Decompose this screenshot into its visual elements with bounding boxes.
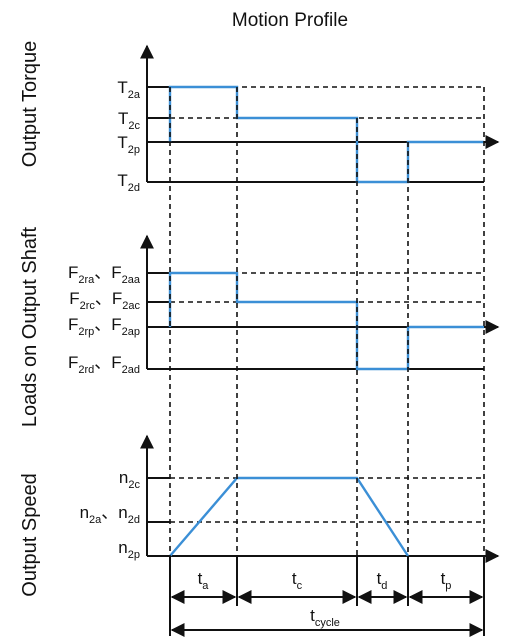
speed-level-label: n2c bbox=[119, 468, 141, 491]
torque-level-label: T2a bbox=[117, 78, 141, 101]
loads-axis-label: Loads on Output Shaft bbox=[19, 226, 41, 427]
phase-label-tp: tp bbox=[441, 569, 452, 592]
loads-level-label: F2rd、F2ad bbox=[68, 353, 140, 376]
speed-trace bbox=[169, 476, 410, 557]
torque-level-label: T2c bbox=[118, 109, 141, 132]
torque-trace bbox=[168, 85, 484, 184]
phase-boundaries bbox=[169, 87, 485, 636]
speed-level-label: n2a、n2d bbox=[80, 503, 140, 526]
loads-trace bbox=[168, 271, 484, 371]
phase-dimensions: ta tc td tp tcycle bbox=[170, 569, 484, 637]
torque-axis-label: Output Torque bbox=[19, 41, 41, 167]
speed-panel: n2c n2a、n2d n2p bbox=[80, 434, 500, 563]
loads-level-label: F2ra、F2aa bbox=[68, 263, 141, 286]
phase-label-ta: ta bbox=[198, 569, 210, 592]
loads-level-label: F2rc、F2ac bbox=[69, 289, 140, 312]
speed-level-label: n2p bbox=[118, 538, 140, 561]
loads-level-label: F2rp、F2ap bbox=[68, 315, 140, 338]
torque-panel: T2a T2c T2p T2d bbox=[117, 44, 500, 194]
loads-panel: F2ra、F2aa F2rc、F2ac F2rp、F2ap F2rd、F2ad bbox=[68, 234, 500, 376]
torque-level-label: T2d bbox=[117, 171, 140, 194]
diagram-title: Motion Profile bbox=[232, 10, 348, 31]
phase-label-td: td bbox=[377, 569, 388, 592]
speed-axis-label: Output Speed bbox=[19, 473, 41, 596]
phase-label-tc: tc bbox=[292, 569, 303, 592]
cycle-label: tcycle bbox=[310, 606, 340, 629]
torque-level-label: T2p bbox=[117, 133, 140, 156]
